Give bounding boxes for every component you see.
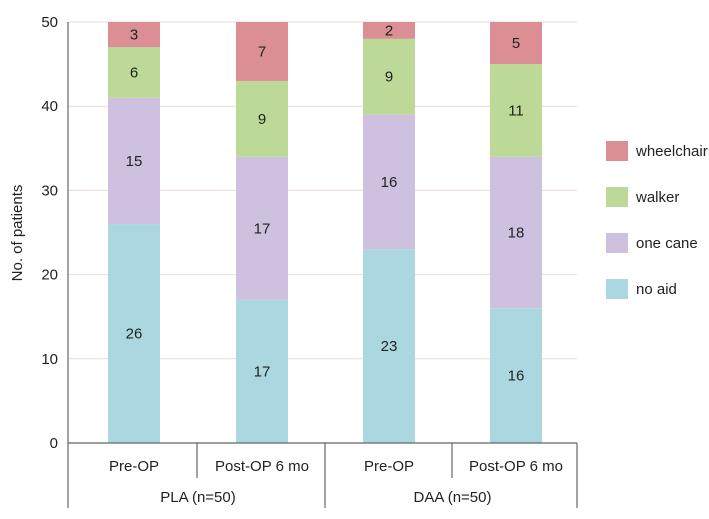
legend-swatch-no-aid (606, 279, 628, 299)
data-label: 15 (126, 153, 143, 170)
legend-label: one cane (636, 235, 698, 252)
legend-label: no aid (636, 281, 677, 298)
legend-label: wheelchair (635, 143, 708, 160)
axes: 0 10 20 30 40 50 Pre-OP Post-OP 6 mo Pre-OP Post-… (41, 14, 578, 508)
bar-segment-walker (490, 64, 542, 157)
bar-segment-one-cane (490, 156, 542, 309)
y-tick-label: 0 (50, 435, 58, 452)
bar-segment-one-cane (108, 97, 160, 225)
bar-segment-wheelchair (108, 22, 160, 48)
y-tick-label: 50 (41, 14, 58, 31)
data-label: 9 (385, 69, 393, 86)
bar-segment-no-aid (363, 249, 415, 443)
data-label: 17 (254, 220, 271, 237)
x-group-label: DAA (n=50) (414, 489, 492, 506)
data-label: 9 (258, 111, 266, 128)
bar-segment-wheelchair (236, 22, 288, 81)
legend-swatch-one-cane (606, 233, 628, 253)
bar-segment-no-aid (490, 308, 542, 443)
data-label: 3 (130, 27, 138, 44)
x-tick-label: Pre-OP (109, 458, 159, 475)
y-tick-label: 40 (41, 98, 58, 115)
y-tick-label: 10 (41, 351, 58, 368)
y-tick-label: 20 (41, 267, 58, 284)
bar-segment-one-cane (236, 156, 288, 300)
legend-swatch-wheelchair (606, 141, 628, 161)
data-label: 2 (385, 22, 393, 39)
bar-segment-one-cane (363, 114, 415, 250)
data-label: 26 (126, 326, 143, 343)
y-tick-label: 30 (41, 182, 58, 199)
bars: 26 15 6 3 17 17 9 7 23 16 9 2 16 18 11 5 (108, 22, 542, 443)
bar-segment-walker (236, 80, 288, 157)
data-label: 23 (381, 338, 398, 355)
data-label: 16 (508, 368, 525, 385)
y-axis-title: No. of patients (9, 185, 26, 282)
data-label: 16 (381, 174, 398, 191)
bar-segment-walker (363, 38, 415, 115)
data-label: 18 (508, 225, 525, 242)
bar-segment-wheelchair (490, 22, 542, 65)
bar-segment-no-aid (236, 299, 288, 443)
x-tick-label: Pre-OP (364, 458, 414, 475)
x-group-label: PLA (n=50) (160, 489, 235, 506)
legend-label: walker (635, 189, 679, 206)
data-label: 17 (254, 363, 271, 380)
bar-segment-walker (108, 47, 160, 98)
bar-segment-wheelchair (363, 22, 415, 39)
legend-swatch-walker (606, 187, 628, 207)
data-label: 6 (130, 65, 138, 82)
x-tick-label: Post-OP 6 mo (469, 458, 563, 475)
data-label: 5 (512, 35, 520, 52)
data-label: 11 (508, 102, 524, 119)
data-label: 7 (258, 43, 266, 60)
x-tick-label: Post-OP 6 mo (215, 458, 309, 475)
legend: wheelchair walker one cane no aid (606, 141, 708, 299)
bar-segment-no-aid (108, 224, 160, 443)
